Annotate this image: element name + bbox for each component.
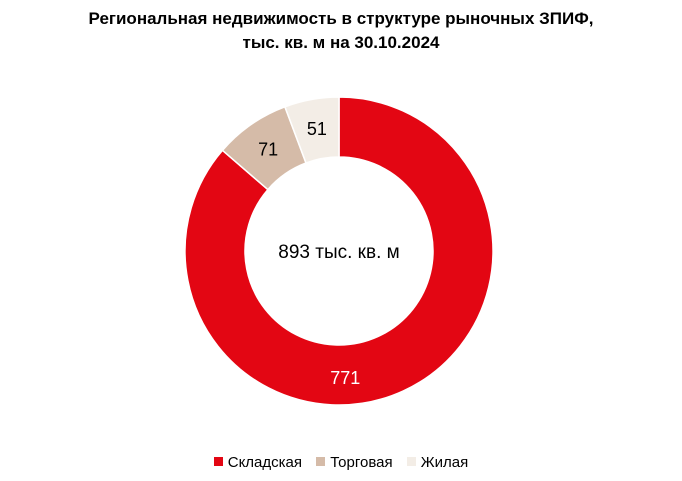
legend: Складская Торговая Жилая (0, 454, 682, 471)
legend-label: Жилая (420, 454, 469, 471)
legend-swatch (213, 457, 223, 466)
legend-label: Складская (227, 454, 303, 471)
data-label: 51 (307, 119, 327, 139)
legend-item-skladskaya: Складская (213, 454, 303, 471)
legend-swatch (316, 457, 326, 466)
data-label: 771 (330, 368, 360, 388)
legend-item-torgovaya: Торговая (316, 454, 393, 471)
center-total-label: 893 тыс. кв. м (278, 242, 399, 263)
data-label: 71 (258, 139, 278, 159)
chart-title-line-1: Региональная недвижимость в структуре ры… (88, 9, 594, 28)
legend-swatch (406, 457, 416, 466)
slice-zhilaya (283, 96, 340, 164)
slice-skladskaya (184, 96, 494, 406)
chart-title-line-2: тыс. кв. м на 30.10.2024 (242, 33, 440, 52)
legend-label: Торговая (330, 454, 393, 471)
legend-item-zhilaya: Жилая (406, 454, 469, 471)
chart-title: Региональная недвижимость в структуре ры… (0, 7, 682, 55)
